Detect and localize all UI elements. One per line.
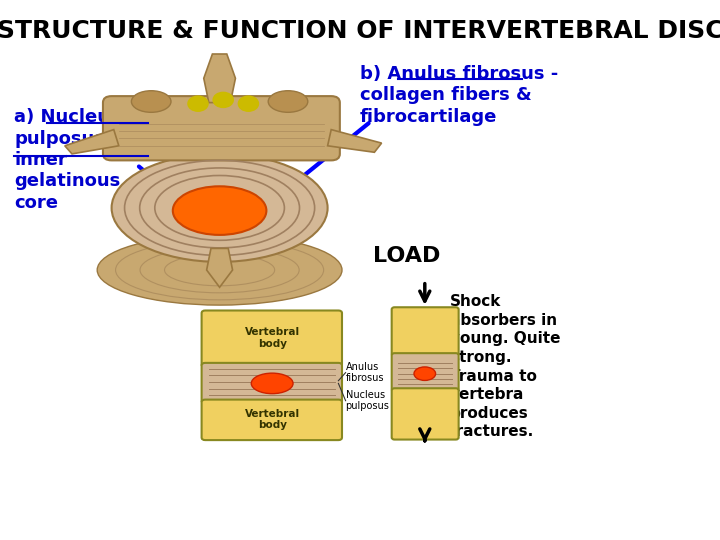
Text: b) Anulus fibrosus -
collagen fibers &
fibrocartilage: b) Anulus fibrosus - collagen fibers & f… [360,65,558,126]
FancyBboxPatch shape [392,353,459,391]
FancyBboxPatch shape [202,310,342,367]
Text: Vertebral
body: Vertebral body [245,409,300,430]
Ellipse shape [414,367,436,380]
FancyBboxPatch shape [392,307,459,356]
Ellipse shape [173,186,266,235]
Polygon shape [207,248,233,287]
Ellipse shape [97,235,342,305]
Text: Anulus
fibrosus: Anulus fibrosus [346,362,384,383]
Ellipse shape [268,91,308,112]
Ellipse shape [131,91,171,112]
Polygon shape [204,54,235,103]
Circle shape [238,96,258,111]
Ellipse shape [251,373,293,394]
FancyBboxPatch shape [103,96,340,160]
Ellipse shape [112,154,328,262]
FancyBboxPatch shape [392,388,459,440]
Circle shape [188,96,208,111]
Text: Vertebral
body: Vertebral body [245,327,300,349]
Polygon shape [65,130,119,154]
FancyBboxPatch shape [202,400,342,440]
Polygon shape [328,130,382,152]
Circle shape [213,92,233,107]
Text: Shock
absorbers in
young. Quite
strong.
Trauma to
vertebra
produces
fractures.: Shock absorbers in young. Quite strong. … [450,294,560,440]
Text: STRUCTURE & FUNCTION OF INTERVERTEBRAL DISC: STRUCTURE & FUNCTION OF INTERVERTEBRAL D… [0,19,720,43]
FancyBboxPatch shape [202,363,342,403]
Text: Nucleus
pulposus: Nucleus pulposus [346,390,390,411]
Text: LOAD: LOAD [373,246,441,267]
Text: a) Nucleus
pulposus-
inner
gelatinous
core: a) Nucleus pulposus- inner gelatinous co… [14,108,121,212]
